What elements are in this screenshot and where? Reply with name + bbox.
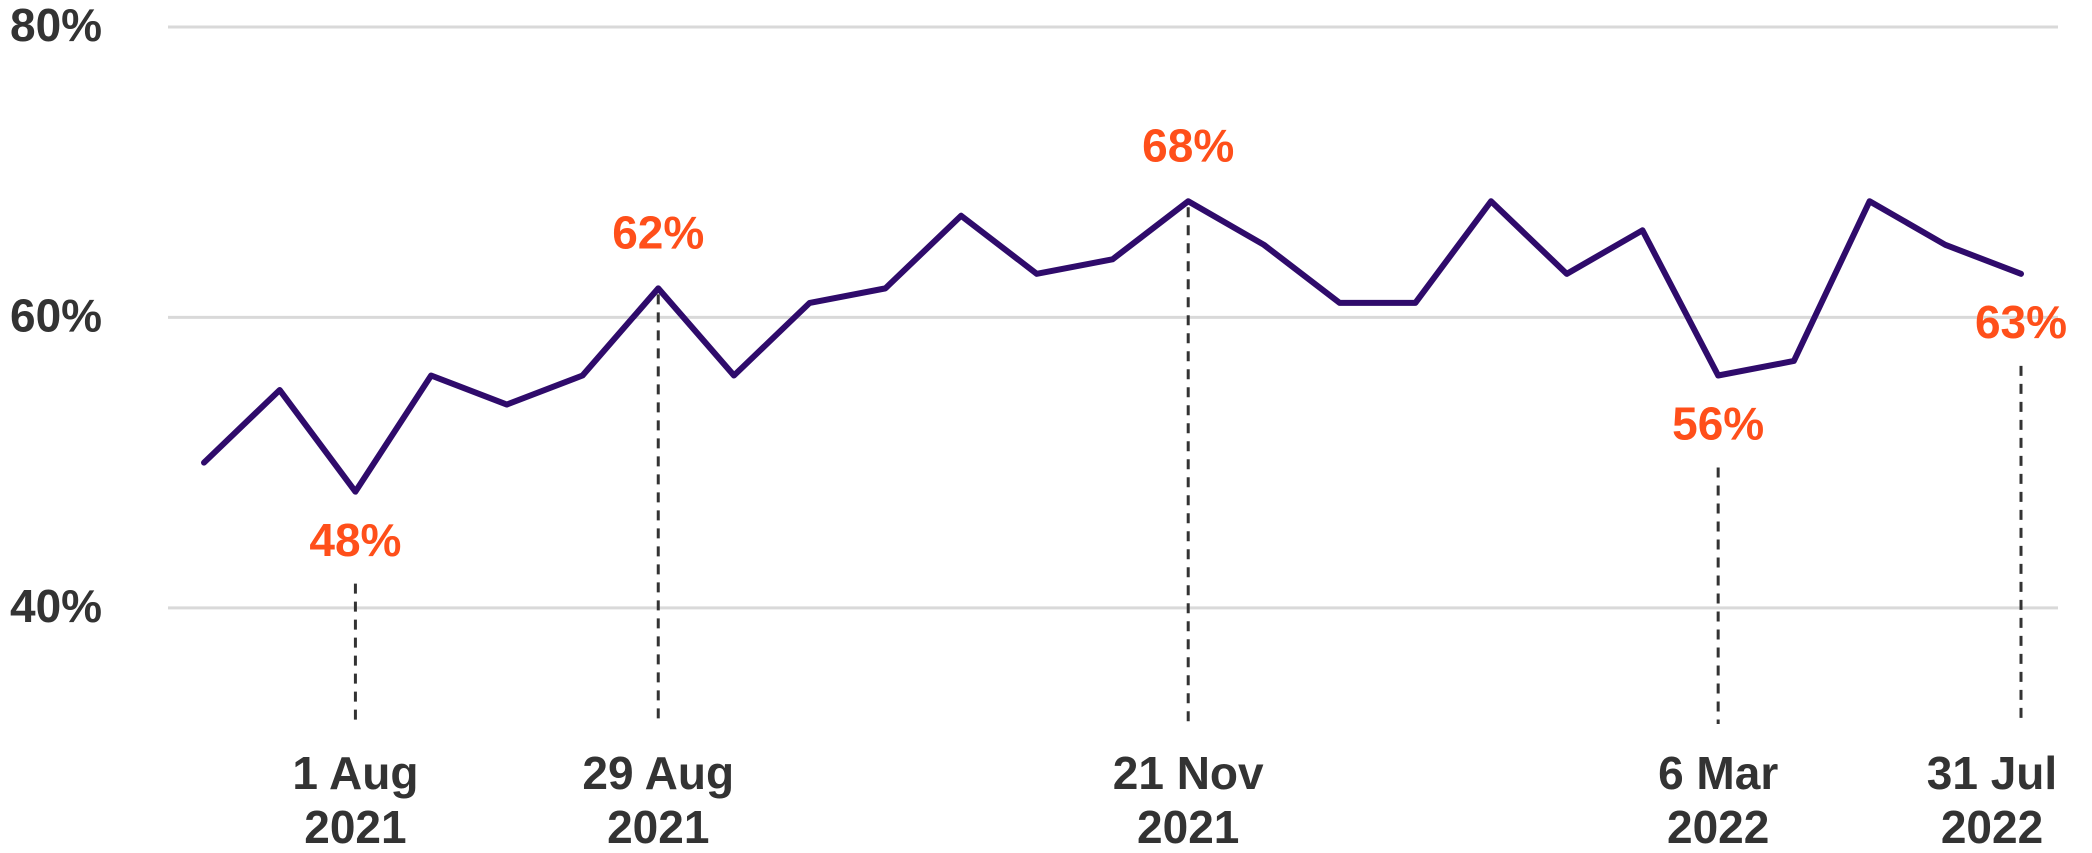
x-tick-label: 21 Nov 2021 xyxy=(1112,747,1264,853)
value-label: 63% xyxy=(1975,296,2067,348)
value-label: 48% xyxy=(309,514,401,566)
y-tick-label: 60% xyxy=(10,290,102,342)
value-label: 62% xyxy=(612,207,704,259)
x-tick-label: 31 Jul 2022 xyxy=(1926,747,2058,853)
x-tick-label: 1 Aug 2021 xyxy=(292,747,419,853)
y-tick-label: 80% xyxy=(10,0,102,51)
value-label: 56% xyxy=(1672,398,1764,450)
y-tick-label: 40% xyxy=(10,580,102,632)
line xyxy=(201,198,2024,495)
value-label: 68% xyxy=(1142,119,1234,171)
x-tick-label: 6 Mar 2022 xyxy=(1658,747,1779,853)
x-tick-label: 29 Aug 2021 xyxy=(582,747,735,853)
